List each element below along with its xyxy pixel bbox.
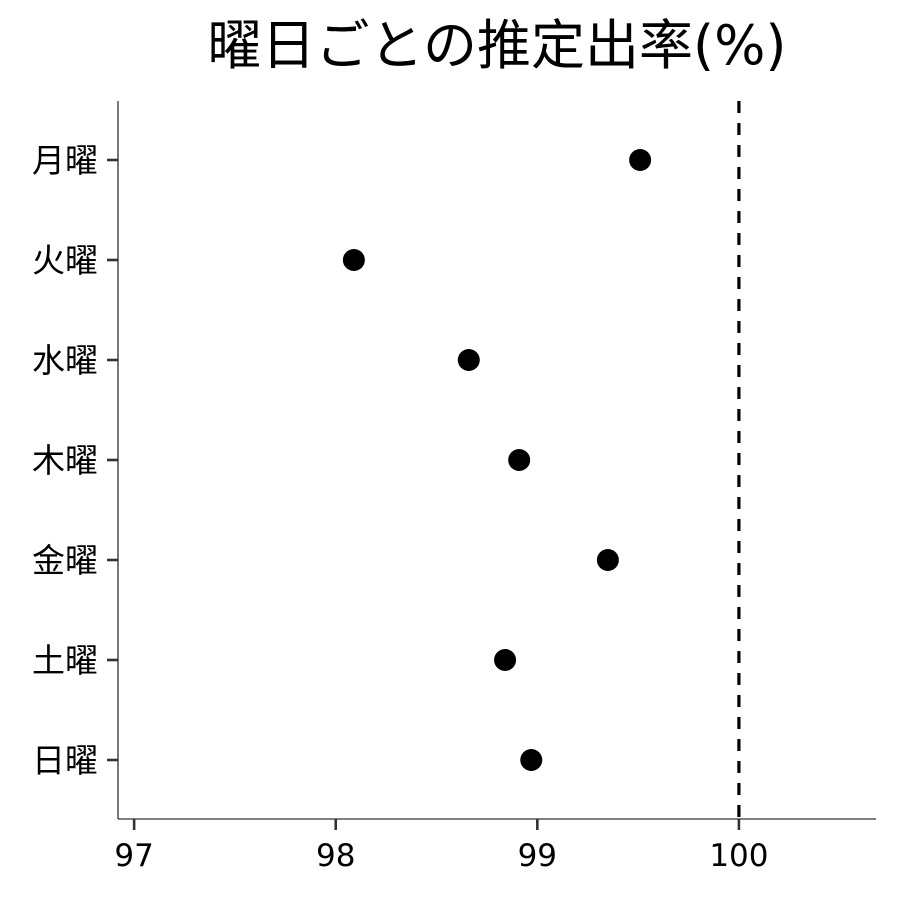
- y-tick-label: 土曜: [32, 641, 98, 680]
- chart-title: 曜日ごとの推定出率(%): [208, 14, 787, 77]
- data-point: [342, 249, 365, 271]
- y-tick-label: 月曜: [32, 141, 98, 180]
- y-tick-label: 火曜: [32, 241, 98, 280]
- x-tick-label: 100: [709, 838, 768, 874]
- x-tick-label: 98: [316, 838, 355, 874]
- y-tick-label: 水曜: [32, 341, 98, 380]
- x-tick-label: 99: [518, 838, 557, 874]
- y-tick-label: 金曜: [32, 541, 98, 580]
- data-point: [494, 649, 517, 671]
- data-point: [629, 149, 652, 171]
- data-point: [457, 349, 480, 371]
- data-point: [508, 449, 531, 471]
- x-tick-label: 97: [114, 838, 153, 874]
- data-point: [596, 549, 619, 571]
- y-tick-label: 木曜: [32, 441, 98, 480]
- data-point: [520, 749, 543, 771]
- y-tick-label: 日曜: [32, 741, 98, 780]
